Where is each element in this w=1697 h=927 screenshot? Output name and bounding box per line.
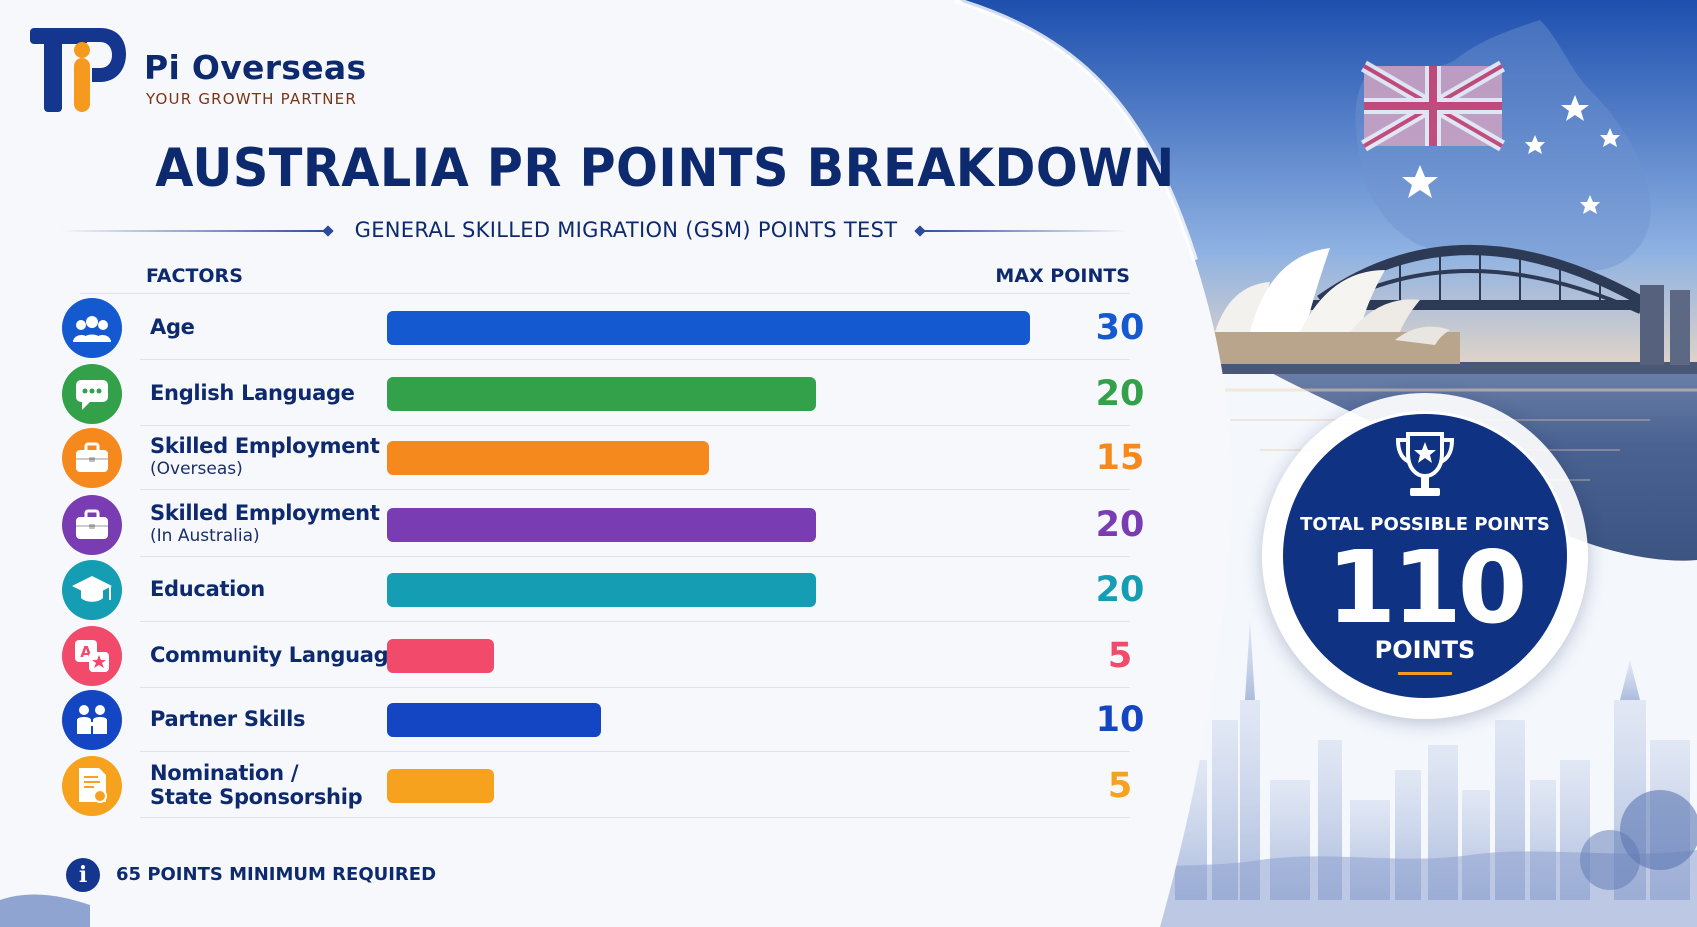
factor-subtext: (In Australia) — [150, 526, 260, 546]
table-top-divider — [80, 293, 1130, 294]
factor-name: English Language — [150, 381, 355, 405]
factor-label: English Language — [150, 360, 355, 426]
factor-name: Skilled Employment — [150, 434, 380, 458]
subtitle-divider-right — [918, 230, 1128, 232]
table-row: A Community Language 5 — [60, 622, 1132, 688]
factor-label: Skilled Employment (In Australia) — [150, 491, 380, 557]
total-points-unit: POINTS — [1374, 636, 1476, 664]
max-points-value: 20 — [1095, 570, 1145, 610]
factor-label: Education — [150, 556, 265, 622]
minimum-points-note: 65 POINTS MINIMUM REQUIRED — [116, 864, 437, 885]
bar-track — [387, 311, 1030, 345]
max-points-value: 30 — [1095, 308, 1145, 348]
chat-icon — [62, 364, 122, 424]
factor-label: Skilled Employment (Overseas) — [150, 424, 380, 490]
total-points-underline — [1398, 672, 1452, 675]
factor-name: Age — [150, 315, 195, 339]
trophy-icon — [1395, 432, 1455, 496]
points-bar — [387, 508, 816, 542]
info-icon: i — [66, 858, 100, 892]
row-divider — [140, 425, 1130, 426]
points-bar — [387, 639, 494, 673]
total-points-label: TOTAL POSSIBLE POINTS — [1300, 514, 1550, 535]
max-points-value: 5 — [1107, 766, 1133, 806]
points-bar — [387, 573, 816, 607]
row-divider — [140, 489, 1130, 490]
bar-track — [387, 377, 1030, 411]
factor-name: Nomination / — [150, 761, 299, 785]
partners-icon — [62, 690, 122, 750]
briefcase-icon — [62, 495, 122, 555]
max-points-value: 20 — [1095, 505, 1145, 545]
factor-name: Community Language — [150, 643, 403, 667]
factor-label: Age — [150, 294, 195, 360]
points-bar — [387, 311, 1030, 345]
row-divider — [140, 556, 1130, 557]
total-points-badge — [1280, 411, 1570, 701]
max-points-value: 5 — [1107, 636, 1133, 676]
row-divider — [140, 359, 1130, 360]
factor-name: Education — [150, 577, 265, 601]
bar-track — [387, 639, 1030, 673]
table-row: Nomination / State Sponsorship 5 — [60, 752, 1132, 818]
certificate-icon — [62, 756, 122, 816]
users-icon — [62, 298, 122, 358]
bar-track — [387, 769, 1030, 803]
points-bar — [387, 769, 494, 803]
column-header-max-points: MAX POINTS — [995, 265, 1130, 287]
table-row: Skilled Employment (Overseas) 15 — [60, 424, 1144, 490]
bar-track — [387, 573, 1030, 607]
briefcase-icon — [62, 428, 122, 488]
brand-tagline: YOUR GROWTH PARTNER — [146, 90, 357, 108]
points-bar — [387, 441, 709, 475]
factor-name: Partner Skills — [150, 707, 306, 731]
subtitle-divider-left — [60, 230, 330, 232]
row-divider — [140, 817, 1130, 818]
row-divider — [140, 751, 1130, 752]
graduation-cap-icon — [62, 560, 122, 620]
points-bar — [387, 377, 816, 411]
factor-label: Partner Skills — [150, 686, 306, 752]
bar-track — [387, 703, 1030, 737]
subtitle-bar: GENERAL SKILLED MIGRATION (GSM) POINTS T… — [60, 216, 1130, 246]
bar-track — [387, 441, 1030, 475]
total-points-value: 110 — [1326, 529, 1528, 646]
brand-name: Pi Overseas — [144, 48, 367, 87]
table-row: Age 30 — [60, 294, 1144, 360]
max-points-value: 20 — [1095, 374, 1145, 414]
factor-name: Skilled Employment — [150, 501, 380, 525]
pi-overseas-logo — [30, 28, 126, 112]
factor-subtext: (Overseas) — [150, 459, 243, 479]
table-row: Partner Skills 10 — [60, 686, 1144, 752]
page-subtitle: GENERAL SKILLED MIGRATION (GSM) POINTS T… — [354, 218, 898, 242]
row-divider — [140, 687, 1130, 688]
max-points-value: 15 — [1095, 438, 1145, 478]
points-bar — [387, 703, 601, 737]
table-row: Skilled Employment (In Australia) 20 — [60, 491, 1144, 557]
table-row: Education 20 — [60, 556, 1144, 622]
bar-track — [387, 508, 1030, 542]
translate-icon: A — [62, 626, 122, 686]
max-points-value: 10 — [1095, 700, 1145, 740]
column-header-factors: FACTORS — [146, 265, 243, 287]
factor-subtext: State Sponsorship — [150, 785, 363, 809]
factor-label: Community Language — [150, 622, 403, 688]
factor-label: Nomination / State Sponsorship — [150, 752, 363, 818]
page-title: AUSTRALIA PR POINTS BREAKDOWN — [155, 138, 1175, 199]
row-divider — [140, 621, 1130, 622]
table-row: English Language 20 — [60, 360, 1144, 426]
